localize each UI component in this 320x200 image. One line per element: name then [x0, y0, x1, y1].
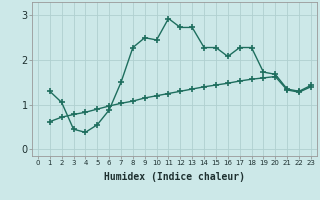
- X-axis label: Humidex (Indice chaleur): Humidex (Indice chaleur): [104, 172, 245, 182]
